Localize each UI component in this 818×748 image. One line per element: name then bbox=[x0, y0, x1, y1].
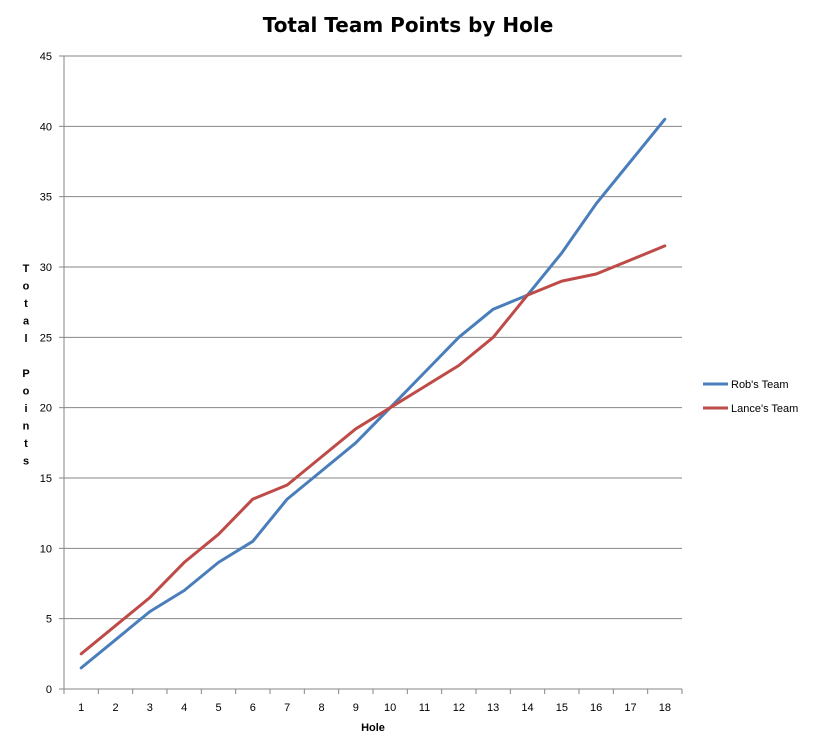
legend: Rob's Team Lance's Team bbox=[703, 379, 798, 415]
x-tick-label: 11 bbox=[419, 702, 430, 714]
x-tick-label: 14 bbox=[521, 702, 533, 714]
axes bbox=[59, 55, 683, 694]
x-tick-label: 2 bbox=[112, 702, 118, 714]
y-tick-label: 35 bbox=[40, 192, 52, 204]
y-tick-label: 5 bbox=[46, 614, 52, 626]
y-tick-label: 40 bbox=[40, 121, 52, 133]
x-tick-labels: 1 2 3 4 5 6 7 8 9 10 11 12 13 14 15 16 17 18 bbox=[78, 702, 671, 714]
x-tick-label: 5 bbox=[215, 702, 221, 714]
y-axis-label-char: t bbox=[24, 298, 28, 310]
y-tick-labels: 0 5 10 15 20 25 30 35 40 45 bbox=[40, 51, 52, 696]
x-tick-label: 15 bbox=[556, 702, 568, 714]
y-axis-label-char: P bbox=[22, 368, 29, 380]
x-tick-label: 18 bbox=[659, 702, 671, 714]
series-lines bbox=[79, 117, 667, 670]
x-axis-label: Hole bbox=[361, 722, 385, 734]
y-tick-label: 10 bbox=[40, 543, 52, 555]
chart-title: Total Team Points by Hole bbox=[263, 13, 554, 37]
x-tick-label: 1 bbox=[78, 702, 84, 714]
x-tick-label: 6 bbox=[250, 702, 256, 714]
y-tick-label: 30 bbox=[40, 262, 52, 274]
x-tick-label: 17 bbox=[624, 702, 636, 714]
x-tick-label: 7 bbox=[284, 702, 290, 714]
y-axis-label-char: l bbox=[24, 333, 27, 345]
y-tick-label: 15 bbox=[40, 473, 52, 485]
x-tick-label: 3 bbox=[147, 702, 153, 714]
x-tick-label: 10 bbox=[384, 702, 396, 714]
y-axis-label-char: t bbox=[24, 438, 28, 450]
y-tick-label: 0 bbox=[46, 684, 52, 696]
x-tick-label: 16 bbox=[590, 702, 602, 714]
series-line-lances-team bbox=[79, 244, 667, 656]
series-line-robs-team bbox=[79, 117, 667, 670]
x-tick-label: 4 bbox=[181, 702, 187, 714]
y-tick-label: 25 bbox=[40, 332, 52, 344]
y-axis-label-char: o bbox=[23, 281, 30, 293]
x-tick-label: 9 bbox=[353, 702, 359, 714]
x-tick-label: 8 bbox=[318, 702, 324, 714]
y-tick-label: 20 bbox=[40, 403, 52, 415]
y-axis-label-char: n bbox=[23, 421, 30, 433]
y-axis-label-char: s bbox=[23, 456, 29, 468]
y-axis-label-char: a bbox=[23, 316, 30, 328]
y-axis-label-char: o bbox=[23, 386, 30, 398]
legend-label: Rob's Team bbox=[731, 379, 789, 391]
grid-lines bbox=[64, 55, 682, 620]
legend-label: Lance's Team bbox=[731, 403, 798, 415]
y-axis-label-char: T bbox=[23, 263, 30, 275]
y-axis-label-char: i bbox=[24, 403, 27, 415]
y-tick-label: 45 bbox=[40, 51, 52, 63]
x-tick-label: 13 bbox=[487, 702, 499, 714]
x-tick-label: 12 bbox=[453, 702, 465, 714]
